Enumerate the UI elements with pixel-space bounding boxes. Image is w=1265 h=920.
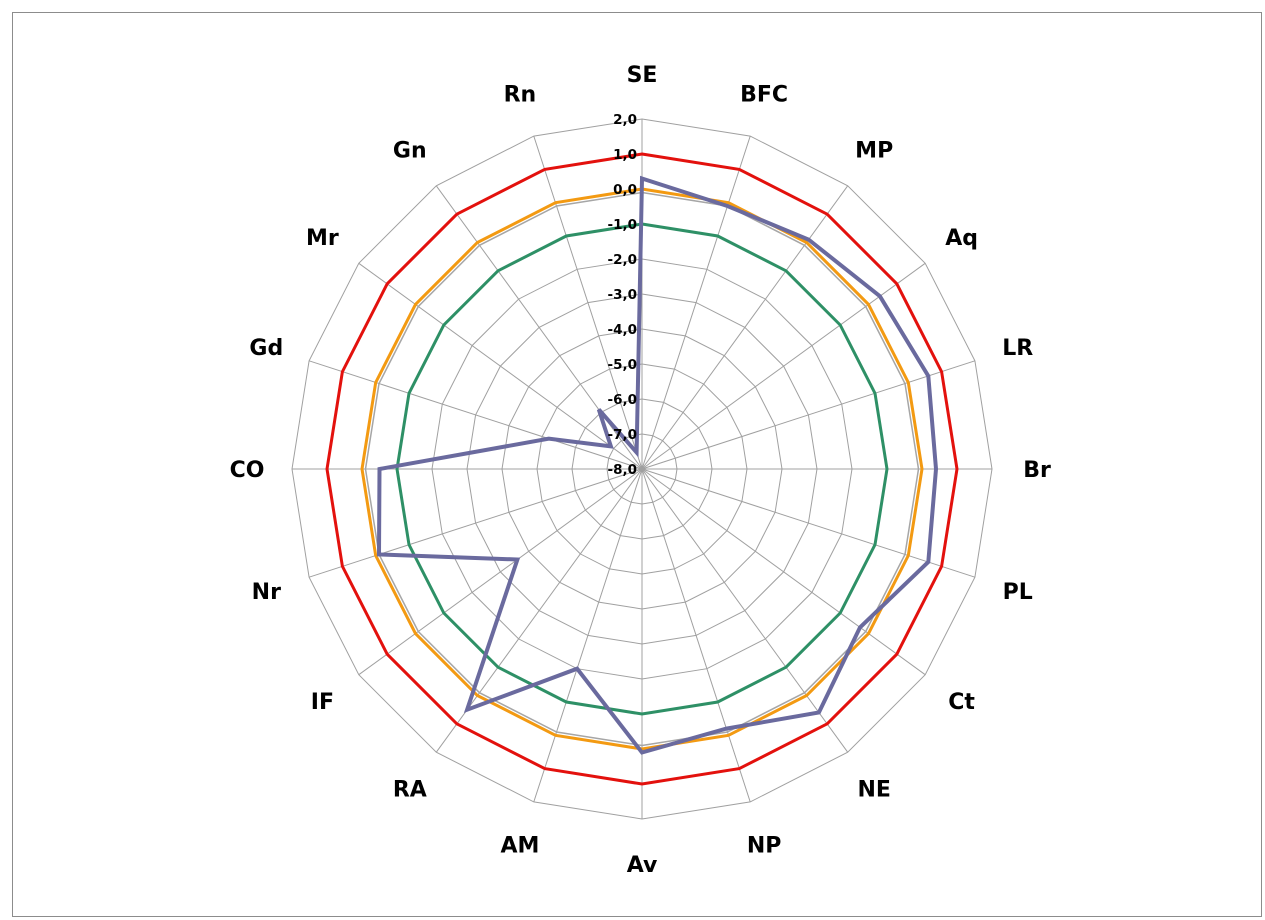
category-label-Br: Br: [1023, 458, 1051, 483]
tick-label: 1,0: [613, 147, 637, 163]
grid-spoke: [308, 360, 643, 470]
grid-spoke: [641, 135, 751, 470]
grid-spoke: [308, 468, 643, 578]
category-label-Av: Av: [627, 853, 658, 878]
grid-spoke: [641, 468, 751, 803]
grid-spoke: [358, 262, 643, 470]
series-line-3: [364, 191, 920, 747]
tick-label: 2,0: [613, 112, 637, 128]
category-label-CO: CO: [230, 458, 265, 483]
grid-spoke: [533, 468, 643, 803]
series-line-2: [360, 187, 924, 751]
category-label-BFC: BFC: [740, 82, 788, 107]
category-label-AM: AM: [500, 834, 539, 859]
category-label-LR: LR: [1002, 336, 1033, 361]
category-label-Nr: Nr: [252, 580, 281, 605]
grid-spoke: [641, 360, 976, 470]
category-label-IF: IF: [311, 690, 334, 715]
tick-label: 0,0: [613, 182, 637, 198]
tick-label: -4,0: [607, 322, 637, 338]
tick-label: -3,0: [607, 287, 637, 303]
grid-spoke: [641, 468, 976, 578]
tick-label: -8,0: [607, 462, 637, 478]
category-label-NE: NE: [857, 778, 890, 803]
tick-label: -6,0: [607, 392, 637, 408]
category-labels: SE BFC MP Aq LR Br PL Ct NE NP Av AM RA IF Nr CO Gd Mr Gn R…: [230, 63, 1051, 878]
grid-spoke: [533, 135, 643, 470]
grid-spoke: [641, 468, 926, 676]
grid-spoke: [358, 468, 643, 676]
chart-area: [12, 12, 1262, 917]
grid-spoke: [641, 185, 849, 470]
tick-label: -5,0: [607, 357, 637, 373]
category-label-NP: NP: [747, 834, 782, 859]
category-label-Rn: Rn: [504, 82, 537, 107]
grid-spoke: [641, 262, 926, 470]
category-label-Aq: Aq: [945, 226, 978, 251]
grid-spoke: [641, 468, 849, 753]
category-label-PL: PL: [1003, 580, 1033, 605]
series-line-4: [395, 222, 889, 716]
tick-label: -1,0: [607, 217, 637, 233]
category-label-Gn: Gn: [393, 138, 427, 163]
tick-label: -2,0: [607, 252, 637, 268]
category-label-Gd: Gd: [249, 336, 283, 361]
tick-label: -7,0: [607, 427, 637, 443]
category-label-SE: SE: [627, 63, 658, 88]
series-layer: [325, 152, 959, 786]
category-label-RA: RA: [393, 778, 427, 803]
series-line-5: [376, 175, 939, 755]
category-label-Mr: Mr: [306, 226, 339, 251]
category-label-MP: MP: [855, 138, 893, 163]
series-line-1: [325, 152, 959, 786]
category-label-Ct: Ct: [948, 690, 975, 715]
tick-labels: 2,0 1,0 0,0 -1,0 -2,0 -3,0 -4,0 -5,0 -6,0 -7,0 -8,…: [607, 112, 637, 478]
